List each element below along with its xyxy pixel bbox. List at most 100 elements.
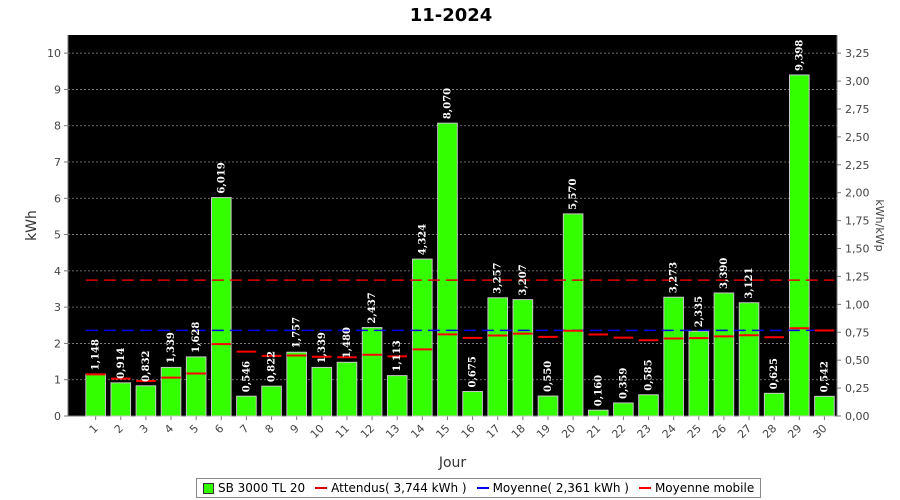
data-label: 9,398 xyxy=(794,40,805,71)
legend-swatch-bar xyxy=(203,482,214,494)
y2-tick-label: 0,75 xyxy=(845,326,870,339)
data-label: 2,437 xyxy=(367,292,378,323)
data-label: 0,542 xyxy=(819,361,830,392)
data-label: 3,121 xyxy=(744,267,755,298)
x-tick-label: 15 xyxy=(434,422,453,441)
legend: SB 3000 TL 20 Attendus( 3,744 kWh ) Moye… xyxy=(196,478,762,498)
legend-item-average: Moyenne( 2,361 kWh ) xyxy=(476,481,629,495)
data-label: 2,335 xyxy=(694,296,705,327)
bar xyxy=(638,394,659,417)
bar xyxy=(713,292,735,417)
bar xyxy=(789,74,810,417)
bar xyxy=(512,299,534,417)
y2-tick-label: 1,75 xyxy=(845,215,870,228)
x-tick-label: 11 xyxy=(333,422,352,441)
x-tick-label: 23 xyxy=(635,422,654,441)
bar xyxy=(814,395,835,417)
bar xyxy=(210,197,232,417)
data-label: 0,550 xyxy=(543,361,554,392)
y2-tick-label: 2,25 xyxy=(845,159,870,172)
bar xyxy=(613,402,634,417)
x-tick-label: 9 xyxy=(288,422,302,436)
x-tick-label: 6 xyxy=(212,422,226,436)
x-tick-label: 7 xyxy=(237,422,251,436)
data-label: 1,113 xyxy=(392,340,403,371)
y-tick-label: 6 xyxy=(54,192,61,205)
y-tick-label: 3 xyxy=(54,301,61,314)
legend-label: Attendus( 3,744 kWh ) xyxy=(331,481,467,495)
bar xyxy=(537,395,559,417)
y2-tick-label: 1,00 xyxy=(845,298,870,311)
bar xyxy=(437,122,458,417)
x-tick-label: 24 xyxy=(660,422,679,441)
y-tick-label: 0 xyxy=(54,410,61,423)
y-tick-label: 8 xyxy=(54,120,61,133)
legend-label: SB 3000 TL 20 xyxy=(218,481,306,495)
x-tick-label: 22 xyxy=(609,422,628,441)
bar xyxy=(135,385,157,417)
x-tick-label: 25 xyxy=(685,422,704,441)
x-tick-label: 26 xyxy=(710,422,729,441)
chart-title: 11-2024 xyxy=(410,5,493,26)
bar xyxy=(587,409,609,417)
bar xyxy=(286,351,307,417)
x-tick-label: 3 xyxy=(137,422,151,436)
x-axis-label: Jour xyxy=(438,455,467,471)
x-tick-label: 1 xyxy=(87,422,101,436)
x-tick-label: 10 xyxy=(308,422,327,441)
bar xyxy=(462,391,483,417)
data-labels: 1,148 0,914 0,832 1,339 1,628 6,019 0,546 0,822… xyxy=(91,40,831,407)
x-tick-label: 16 xyxy=(459,422,478,441)
y2-tick-label: 2,00 xyxy=(845,187,870,200)
bar xyxy=(386,375,408,417)
legend-swatch-expected xyxy=(315,487,328,489)
y2-tick-label: 1,25 xyxy=(845,270,870,283)
y-tick-label: 10 xyxy=(47,47,61,60)
bar xyxy=(236,395,257,417)
legend-item-production: SB 3000 TL 20 xyxy=(203,481,305,495)
y2-tick-label: 3,00 xyxy=(845,75,870,88)
data-label: 3,273 xyxy=(669,262,680,293)
bar xyxy=(85,373,106,417)
bar xyxy=(261,385,282,417)
y2-tick-label: 0,50 xyxy=(845,354,870,367)
x-tick-label: 21 xyxy=(584,422,603,441)
x-tick-label: 30 xyxy=(810,422,829,441)
bar xyxy=(763,392,785,417)
y-tick-label: 4 xyxy=(54,265,61,278)
bar xyxy=(311,366,333,417)
x-tick-label: 12 xyxy=(358,422,377,441)
bar xyxy=(361,327,383,417)
y2-tick-label: 2,50 xyxy=(845,131,870,144)
data-label: 0,914 xyxy=(116,347,127,378)
bar xyxy=(412,258,433,417)
bar xyxy=(738,302,760,417)
data-label: 3,257 xyxy=(493,262,504,293)
legend-swatch-average xyxy=(476,487,489,489)
legend-item-expected: Attendus( 3,744 kWh ) xyxy=(315,481,467,495)
bar xyxy=(562,213,584,417)
data-label: 1,148 xyxy=(91,339,102,370)
x-tick-label: 29 xyxy=(785,422,804,441)
y2-tick-label: 1,50 xyxy=(845,243,870,256)
y2-axis-label: kWh/kWp xyxy=(873,199,886,251)
y2-tick-label: 0,00 xyxy=(845,410,870,423)
data-label: 0,160 xyxy=(593,375,604,406)
x-tick-label: 18 xyxy=(509,422,528,441)
x-tick-label: 27 xyxy=(735,422,754,441)
data-label: 1,339 xyxy=(166,332,177,363)
x-tick-label: 13 xyxy=(383,422,402,441)
bar xyxy=(663,296,684,417)
data-label: 0,585 xyxy=(644,359,655,390)
x-tick-label: 28 xyxy=(760,422,779,441)
data-label: 0,625 xyxy=(769,358,780,389)
y-tick-label: 9 xyxy=(54,83,61,96)
legend-label: Moyenne mobile xyxy=(654,481,755,495)
data-label: 0,832 xyxy=(141,350,152,381)
data-label: 3,390 xyxy=(719,258,730,289)
data-label: 8,070 xyxy=(442,88,453,119)
x-tick-label: 4 xyxy=(162,422,176,436)
bar xyxy=(185,356,207,417)
x-tick-label: 14 xyxy=(408,422,427,441)
data-label: 4,324 xyxy=(417,224,428,255)
